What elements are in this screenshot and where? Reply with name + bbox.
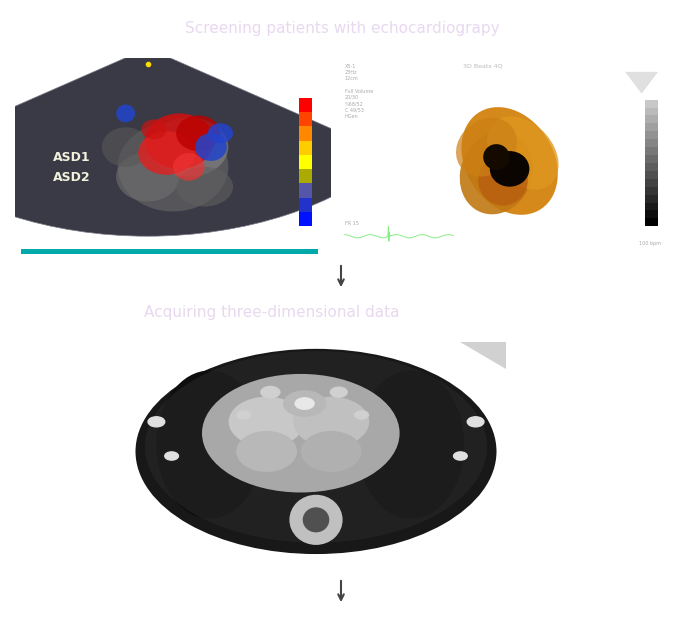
Ellipse shape [490, 151, 529, 187]
Ellipse shape [102, 127, 150, 167]
Ellipse shape [236, 431, 297, 472]
Bar [299, 126, 312, 141]
Circle shape [148, 417, 165, 427]
Text: Screening patients with echocardiograpy: Screening patients with echocardiograpy [184, 20, 499, 36]
Text: 3D Beats 4Q: 3D Beats 4Q [463, 64, 503, 69]
Ellipse shape [290, 495, 343, 545]
Bar [645, 163, 658, 171]
Ellipse shape [462, 107, 558, 215]
Ellipse shape [202, 374, 400, 492]
Ellipse shape [135, 349, 497, 554]
Bar [645, 179, 658, 187]
Ellipse shape [293, 397, 370, 447]
Ellipse shape [145, 114, 214, 169]
Text: 100 bpm: 100 bpm [639, 241, 661, 246]
Bar [645, 155, 658, 163]
Bar [645, 187, 658, 194]
Bar [21, 249, 318, 254]
Circle shape [454, 452, 467, 460]
Bar [299, 112, 312, 126]
Text: X5-1
23Hz
12cm

Full Volume
20/30
%68/52
C 49/53
HGen: X5-1 23Hz 12cm Full Volume 20/30 %68/52 … [345, 64, 373, 118]
Bar [299, 97, 312, 112]
Ellipse shape [456, 118, 517, 176]
Bar [645, 147, 658, 155]
Ellipse shape [116, 104, 135, 122]
Bar [645, 131, 658, 139]
Circle shape [295, 398, 314, 409]
Ellipse shape [303, 507, 329, 532]
Ellipse shape [195, 133, 227, 161]
Bar [645, 194, 658, 202]
Circle shape [165, 452, 178, 460]
Circle shape [467, 417, 484, 427]
Ellipse shape [141, 119, 167, 139]
Ellipse shape [460, 131, 533, 214]
Ellipse shape [176, 115, 221, 151]
Bar [645, 202, 658, 210]
Text: Acquiring three-dimensional data: Acquiring three-dimensional data [144, 305, 400, 320]
Ellipse shape [229, 397, 305, 447]
Bar [299, 141, 312, 155]
Text: FR 15: FR 15 [345, 222, 359, 226]
Bar [299, 155, 312, 169]
Polygon shape [460, 342, 506, 370]
Ellipse shape [156, 370, 263, 519]
Ellipse shape [358, 370, 464, 519]
Bar [299, 197, 312, 212]
Ellipse shape [117, 122, 228, 212]
Bar [645, 210, 658, 218]
Circle shape [261, 386, 280, 398]
Text: ASD2: ASD2 [53, 171, 91, 184]
Bar [645, 99, 658, 107]
Ellipse shape [138, 131, 195, 175]
Polygon shape [625, 72, 658, 94]
Bar [299, 183, 312, 197]
Circle shape [331, 387, 347, 397]
Ellipse shape [150, 117, 228, 177]
Bar [645, 139, 658, 147]
Bar [645, 107, 658, 115]
Bar [299, 212, 312, 226]
Ellipse shape [487, 117, 559, 190]
Wedge shape [0, 48, 393, 236]
Ellipse shape [116, 152, 180, 202]
Ellipse shape [478, 156, 528, 205]
Bar [645, 171, 658, 179]
Circle shape [237, 411, 251, 419]
Bar [645, 115, 658, 123]
Ellipse shape [301, 431, 361, 472]
Bar [645, 123, 658, 131]
Ellipse shape [208, 123, 233, 143]
Ellipse shape [176, 167, 233, 207]
Bar [645, 218, 658, 226]
Circle shape [354, 411, 368, 419]
Ellipse shape [173, 153, 205, 181]
Text: ASD1: ASD1 [53, 151, 91, 164]
Ellipse shape [145, 351, 487, 542]
Ellipse shape [483, 144, 510, 170]
Circle shape [283, 391, 326, 416]
Bar [299, 169, 312, 183]
